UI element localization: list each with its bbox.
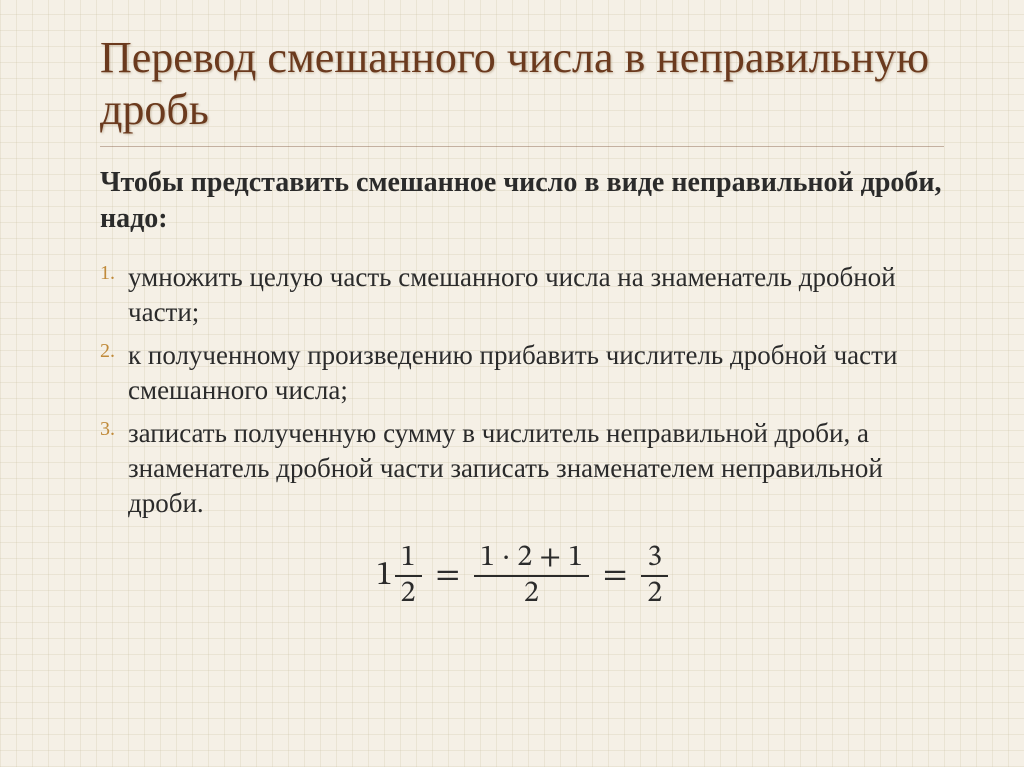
step-b-denominator: 2 bbox=[641, 579, 668, 609]
equals-sign: = bbox=[436, 555, 460, 598]
step-a-denominator: 2 bbox=[518, 579, 545, 609]
equation: 1 1 2 = 1 · 2 + 1 2 = 3 2 bbox=[100, 543, 944, 609]
mixed-whole: 1 bbox=[376, 555, 393, 598]
list-item: к полученному произведению прибавить чис… bbox=[128, 338, 944, 408]
step-b-numerator: 3 bbox=[641, 543, 668, 573]
title-underline bbox=[100, 146, 944, 147]
mixed-numerator: 1 bbox=[395, 543, 422, 573]
step-a-fraction: 1 · 2 + 1 2 bbox=[474, 543, 589, 609]
page-title: Перевод смешанного числа в неправильную … bbox=[100, 32, 944, 136]
step-a-numerator: 1 · 2 + 1 bbox=[474, 543, 589, 573]
list-item: умножить целую часть смешанного числа на… bbox=[128, 260, 944, 330]
mixed-number: 1 1 2 bbox=[376, 543, 422, 609]
rules-list: умножить целую часть смешанного числа на… bbox=[100, 260, 944, 522]
subtitle: Чтобы представить смешанное число в виде… bbox=[100, 165, 944, 238]
list-item: записать полученную сумму в числитель не… bbox=[128, 416, 944, 521]
step-b-fraction: 3 2 bbox=[641, 543, 668, 609]
mixed-denominator: 2 bbox=[395, 579, 422, 609]
equals-sign: = bbox=[603, 555, 627, 598]
